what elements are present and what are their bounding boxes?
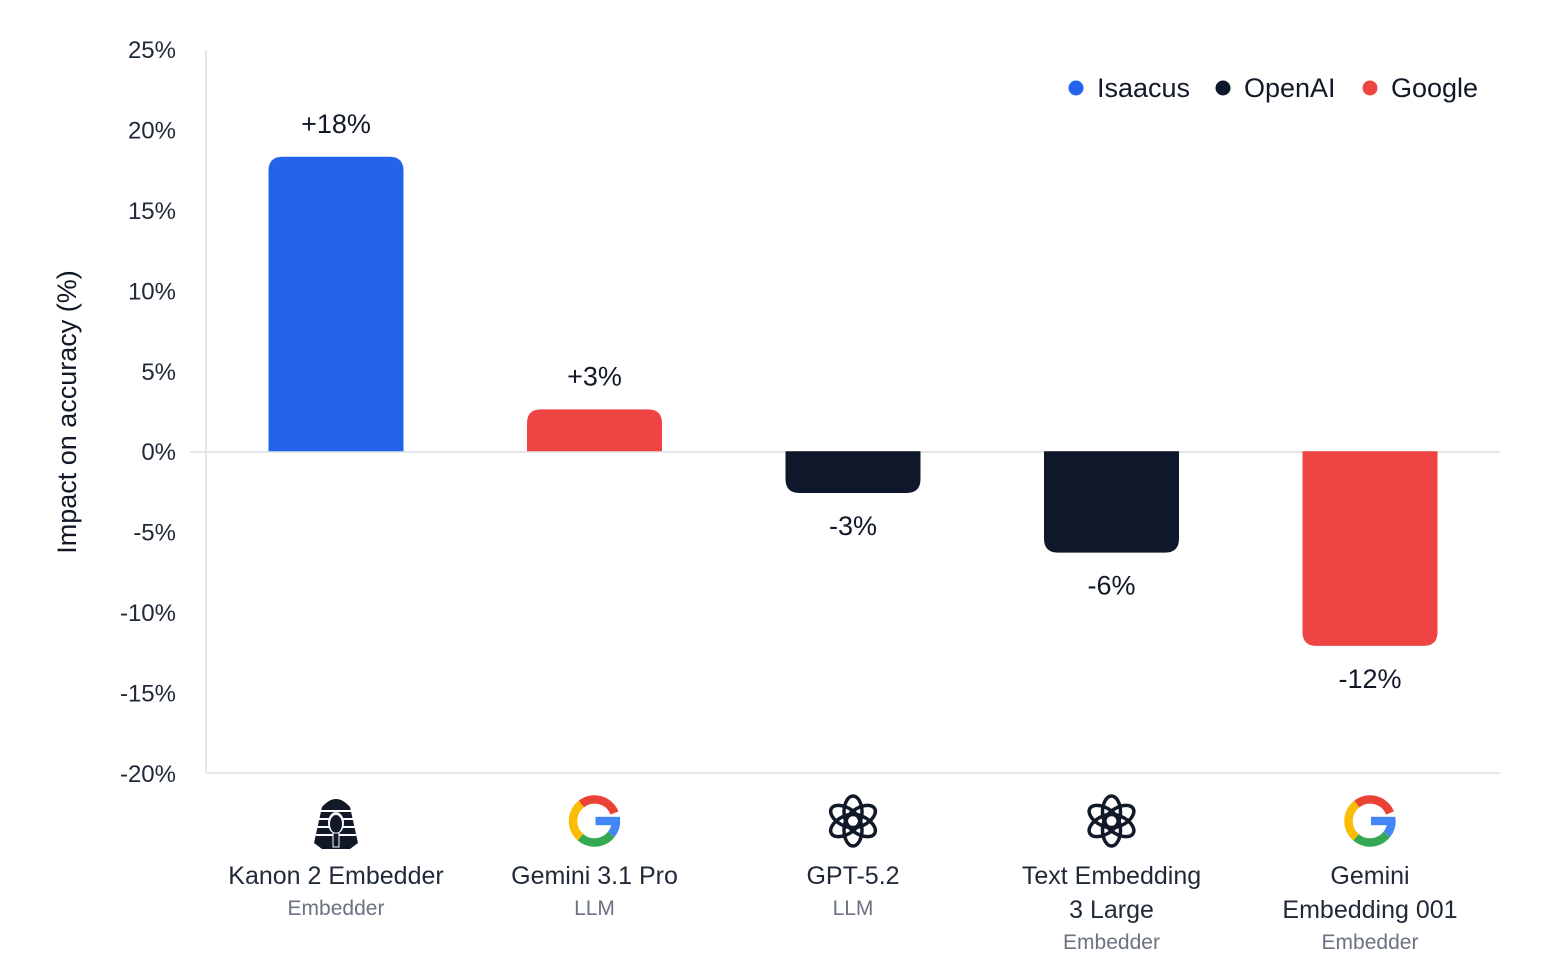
category-kind: LLM xyxy=(833,897,874,920)
category-label: Embedding 001 xyxy=(1282,896,1457,924)
bar xyxy=(1044,451,1179,553)
data-label: +18% xyxy=(301,109,371,139)
data-label: -6% xyxy=(1087,571,1135,601)
category-label: Kanon 2 Embedder xyxy=(228,862,443,890)
openai-logo-icon xyxy=(1083,794,1140,848)
category-kind: Embedder xyxy=(1322,931,1419,954)
legend-marker xyxy=(1068,80,1084,96)
legend-marker xyxy=(1362,80,1378,96)
y-tick-label: 10% xyxy=(128,278,176,305)
y-tick-label: -20% xyxy=(120,761,176,788)
data-label: -12% xyxy=(1338,664,1401,694)
bar xyxy=(785,451,921,494)
data-label: -3% xyxy=(829,511,877,541)
bar xyxy=(527,409,662,452)
y-tick-label: 20% xyxy=(128,117,176,144)
y-tick-label: -5% xyxy=(133,520,176,547)
google-g-icon xyxy=(573,799,620,842)
y-tick-label: 25% xyxy=(128,37,176,64)
bar xyxy=(1302,451,1438,646)
bar xyxy=(268,156,404,452)
data-labels: +18% +3% -3% -6% -12% xyxy=(301,109,1401,694)
category-kind: Embedder xyxy=(288,897,385,920)
category-kind: Embedder xyxy=(1063,931,1160,954)
category-label: Text Embedding xyxy=(1022,862,1201,890)
legend-entry: Isaacus xyxy=(1097,73,1190,103)
category-label: 3 Large xyxy=(1069,896,1154,924)
y-tick-label: 5% xyxy=(141,359,176,386)
google-g-icon xyxy=(1348,799,1395,842)
y-axis-ticks: 25% 20% 15% 10% 5% 0% -5% -10% -15% -20% xyxy=(120,37,176,788)
category-label: GPT-5.2 xyxy=(806,862,899,890)
legend-entry: OpenAI xyxy=(1244,73,1336,103)
bars xyxy=(268,156,1438,646)
legend: Isaacus OpenAI Google xyxy=(1068,73,1478,103)
pharaoh-icon xyxy=(313,798,359,850)
category-label: Gemini 3.1 Pro xyxy=(511,862,678,890)
data-label: +3% xyxy=(567,361,622,391)
category-label: Gemini xyxy=(1330,862,1409,890)
y-tick-label: -15% xyxy=(120,681,176,708)
category-kind: LLM xyxy=(574,897,615,920)
legend-entry: Google xyxy=(1391,73,1478,103)
y-tick-label: 0% xyxy=(141,439,176,466)
y-tick-label: 15% xyxy=(128,198,176,225)
openai-logo-icon xyxy=(825,794,881,848)
legend-marker xyxy=(1215,80,1231,96)
y-axis-label: Impact on accuracy (%) xyxy=(52,270,82,554)
category-labels: Kanon 2 Embedder Embedder Gemini 3.1 Pro LL… xyxy=(228,794,1458,954)
y-tick-label: -10% xyxy=(120,600,176,627)
